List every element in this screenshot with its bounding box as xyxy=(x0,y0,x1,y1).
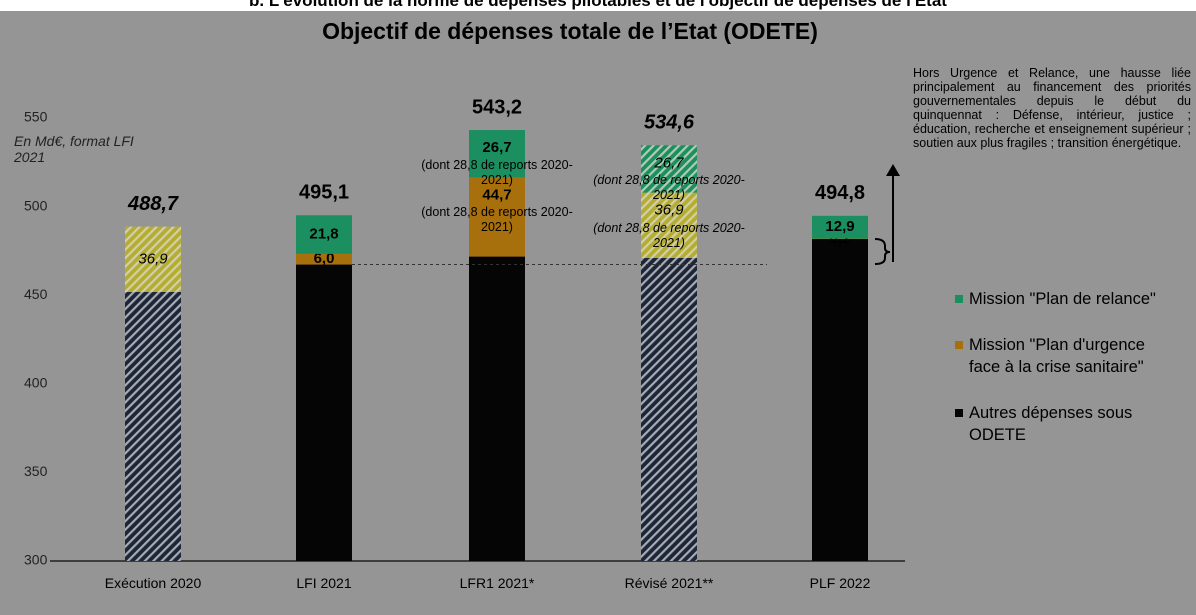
heading: b. L'évolution de la norme de dépenses p… xyxy=(249,0,947,10)
bar-segment xyxy=(296,253,352,265)
legend-swatch xyxy=(955,341,963,349)
segment-label: 6,0 xyxy=(314,250,335,267)
segment-label: 36,9 xyxy=(138,250,168,267)
segment-label: 36,9 xyxy=(654,202,684,219)
legend-label: Autres dépenses sous ODETE xyxy=(969,404,1133,444)
legend-item: Autres dépenses sous ODETE xyxy=(955,402,1175,446)
brace xyxy=(874,238,891,265)
y-tick-label: 350 xyxy=(24,463,48,479)
total-label: 494,8 xyxy=(815,182,865,204)
bar-segment xyxy=(125,226,181,293)
legend-item: Mission "Plan de relance" xyxy=(955,288,1175,310)
x-tick-label: LFI 2021 xyxy=(296,575,352,591)
segment-label: 26,7 xyxy=(653,154,684,171)
segment-note: (dont 28,8 de reports 2020-2021) xyxy=(593,220,745,250)
x-tick-label: Révisé 2021** xyxy=(624,575,714,591)
bar-segment xyxy=(296,215,352,254)
legend-item: Mission "Plan d'urgence face à la crise … xyxy=(955,334,1175,378)
x-tick-label: PLF 2022 xyxy=(809,575,871,591)
total-label: 495,1 xyxy=(299,182,349,204)
legend-label: Mission "Plan d'urgence face à la crise … xyxy=(969,336,1145,376)
y-tick-label: 300 xyxy=(24,552,48,568)
y-axis-label: En Md€, format LFI 2021 xyxy=(14,133,134,165)
chart-title: Objectif de dépenses totale de l’Etat (O… xyxy=(322,18,818,44)
segment-label: 44,7 xyxy=(482,186,511,203)
total-label: 534,6 xyxy=(644,112,695,134)
bar-segment xyxy=(469,130,525,178)
bar-segment xyxy=(641,257,697,561)
bar-segment xyxy=(641,192,697,258)
bar-segment xyxy=(296,264,352,561)
segment-label: 12,9 xyxy=(825,218,854,235)
x-tick-label: Exécution 2020 xyxy=(104,575,202,591)
y-tick-label: 400 xyxy=(24,375,48,391)
legend-label: Mission "Plan de relance" xyxy=(969,290,1156,308)
heading-strip: b. L'évolution de la norme de dépenses p… xyxy=(0,0,1196,11)
segment-label: 26,7 xyxy=(482,139,511,156)
total-label: 543,2 xyxy=(472,96,522,118)
segment-note: (dont 28,8 de reports 2020-2021) xyxy=(421,158,573,188)
y-tick-label: 500 xyxy=(24,197,48,213)
bar-segment xyxy=(641,145,697,193)
note: Hors Urgence et Relance, une hausse liée… xyxy=(913,66,1191,150)
legend-swatch xyxy=(955,409,963,417)
segment-note: (dont 28,8 de reports 2020-2021) xyxy=(421,205,573,235)
arrow-head xyxy=(886,164,900,176)
y-tick-label: 450 xyxy=(24,286,48,302)
bar-segment xyxy=(812,215,868,239)
total-label: 488,7 xyxy=(127,193,179,215)
segment-label: 21,8 xyxy=(309,226,338,243)
bar-segment xyxy=(125,292,181,561)
legend-swatch xyxy=(955,295,963,303)
segment-note: (dont 28,8 de reports 2020-2021) xyxy=(593,173,745,203)
bar-segment xyxy=(812,239,868,562)
y-tick-label: 550 xyxy=(24,109,48,125)
x-tick-label: LFR1 2021* xyxy=(459,575,535,591)
bar-segment xyxy=(469,256,525,561)
bar-segment xyxy=(469,177,525,257)
legend: Mission "Plan de relance" Mission "Plan d… xyxy=(955,288,1175,470)
